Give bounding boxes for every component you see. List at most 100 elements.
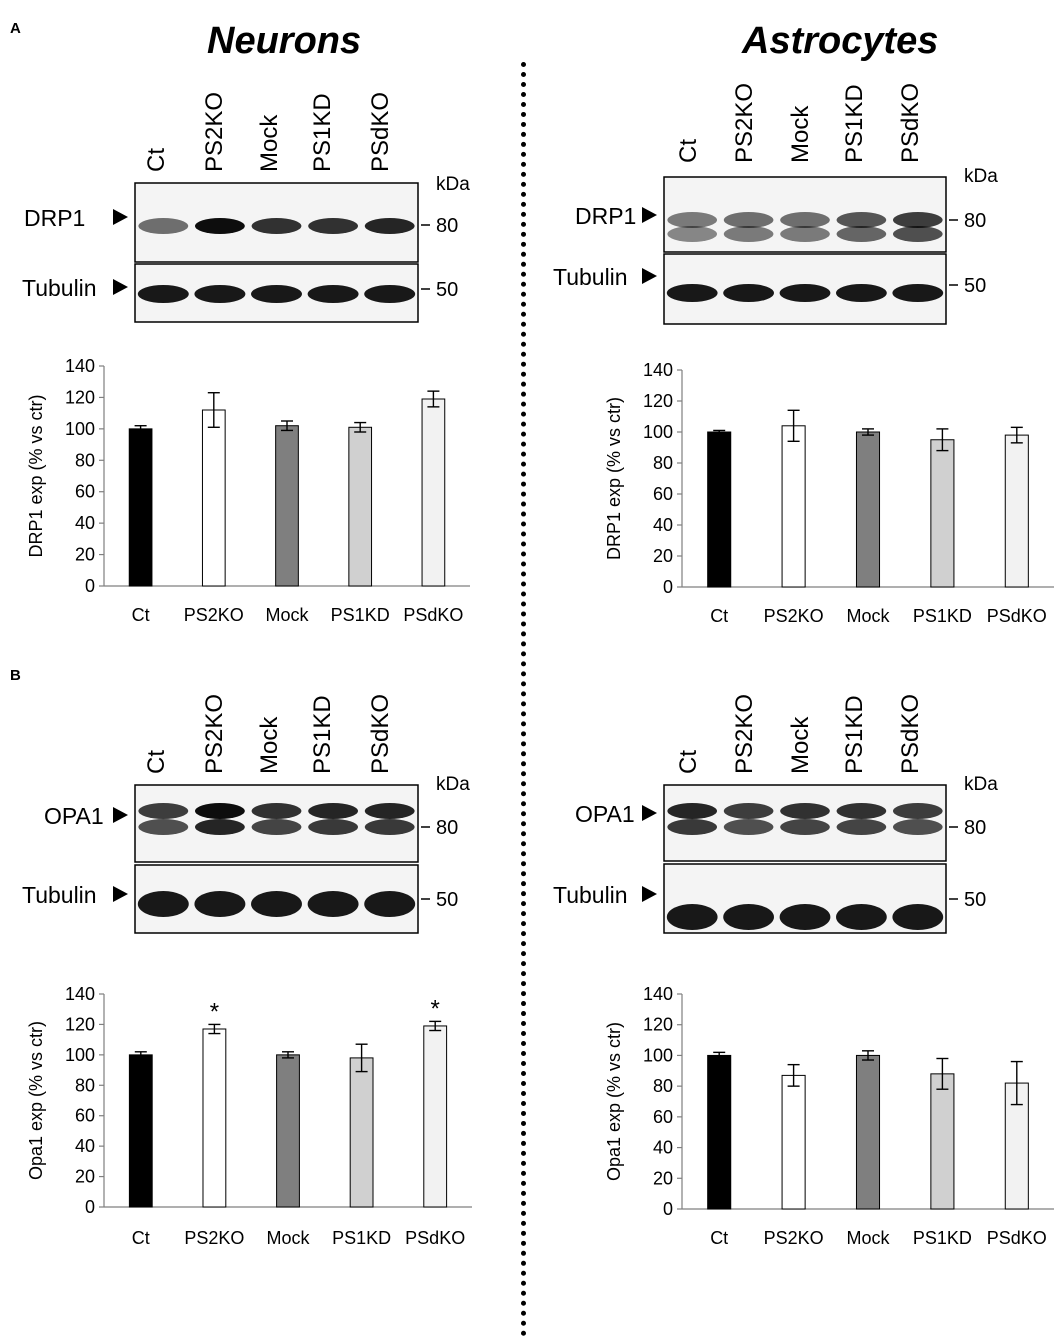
x-category-label: PSdKO	[403, 605, 463, 625]
x-category-label: Mock	[846, 606, 890, 626]
y-tick-label: 60	[75, 482, 95, 502]
bar	[930, 1073, 955, 1210]
blot-lane-label: PS1KD	[309, 93, 336, 172]
y-tick-label: 80	[653, 453, 673, 473]
y-axis-label: DRP1 exp (% vs ctr)	[26, 394, 46, 557]
x-category-label: Ct	[132, 1228, 150, 1248]
bar	[930, 439, 955, 588]
blot-band	[364, 819, 415, 835]
blot-band	[307, 891, 359, 917]
blot-band	[892, 284, 944, 302]
y-axis-label: Opa1 exp (% vs ctr)	[26, 1021, 46, 1180]
y-tick-label: 80	[75, 450, 95, 470]
y-tick-label: 80	[653, 1076, 673, 1096]
bar	[855, 431, 881, 588]
blot-band	[779, 284, 831, 302]
x-category-label: Ct	[710, 606, 728, 626]
x-category-label: PS2KO	[184, 1228, 244, 1248]
blot-band	[251, 803, 302, 819]
bar	[275, 425, 299, 587]
blot-band	[251, 285, 302, 303]
y-tick-label: 60	[75, 1106, 95, 1126]
x-category-label: PS1KD	[331, 605, 390, 625]
blot-lane-label: PSdKO	[367, 92, 394, 172]
y-tick-label: 0	[663, 577, 673, 597]
blot-band	[308, 218, 359, 234]
y-tick-label: 20	[653, 546, 673, 566]
bar	[349, 1057, 374, 1208]
blot-lane-label: PS2KO	[201, 694, 228, 774]
y-tick-label: 120	[643, 391, 673, 411]
y-tick-label: 140	[643, 984, 673, 1004]
x-category-label: PS2KO	[764, 606, 824, 626]
y-tick-label: 100	[65, 419, 95, 439]
header-astrocytes: Astrocytes	[742, 20, 939, 62]
blot-band	[194, 285, 246, 303]
blot-band	[836, 819, 887, 835]
bar	[276, 1054, 300, 1208]
blot-band	[666, 904, 718, 930]
blot-band	[137, 891, 189, 917]
blot-band	[892, 803, 943, 819]
x-category-label: PS2KO	[764, 1228, 824, 1248]
x-category-label: Mock	[265, 605, 309, 625]
bar	[348, 426, 373, 587]
blot-band	[194, 218, 245, 234]
x-category-label: Ct	[710, 1228, 728, 1248]
blot-band	[138, 819, 189, 835]
arrow-icon	[642, 805, 657, 821]
blot-band	[836, 904, 887, 930]
y-tick-label: 60	[653, 1107, 673, 1127]
bar	[781, 425, 806, 588]
arrow-icon	[642, 268, 657, 284]
y-tick-label: 0	[85, 1197, 95, 1217]
blot-band	[836, 226, 887, 242]
blot-band	[723, 284, 774, 302]
y-tick-label: 40	[653, 1138, 673, 1158]
blot-band	[836, 803, 887, 819]
marker-label: 50	[964, 889, 986, 911]
blot-band	[194, 803, 245, 819]
blot-lane-label: Ct	[675, 750, 702, 774]
marker-label: 80	[436, 215, 458, 237]
bar	[423, 1025, 448, 1208]
blot-band	[780, 212, 830, 228]
blot-lane-label: PS1KD	[841, 695, 868, 774]
y-tick-label: 120	[65, 1014, 95, 1034]
y-tick-label: 0	[85, 576, 95, 596]
blot-band	[666, 284, 718, 302]
kda-label: kDa	[964, 774, 998, 795]
y-tick-label: 40	[75, 1136, 95, 1156]
blot-lane-label: Ct	[675, 139, 702, 163]
blot-band	[780, 226, 830, 242]
marker-label: 50	[436, 889, 458, 911]
x-category-label: Mock	[266, 1228, 310, 1248]
y-tick-label: 140	[65, 984, 95, 1004]
x-category-label: PS1KD	[913, 1228, 972, 1248]
y-tick-label: 100	[643, 1045, 673, 1065]
bar	[202, 1028, 227, 1208]
blot-band	[667, 212, 718, 228]
y-tick-label: 20	[653, 1168, 673, 1188]
kda-label: kDa	[436, 774, 470, 795]
arrow-icon	[113, 886, 128, 902]
kda-label: kDa	[436, 174, 470, 195]
blot-band	[892, 226, 943, 242]
y-tick-label: 140	[65, 356, 95, 376]
blot-band	[137, 285, 189, 303]
blot-band	[194, 819, 245, 835]
panel-label-a: A	[10, 20, 21, 37]
blot-lane-label: Ct	[143, 148, 170, 172]
y-tick-label: 20	[75, 1167, 95, 1187]
y-tick-label: 0	[663, 1199, 673, 1219]
blot-band	[364, 891, 416, 917]
blot-band	[836, 212, 887, 228]
x-category-label: Mock	[846, 1228, 890, 1248]
y-axis-label: DRP1 exp (% vs ctr)	[604, 397, 624, 560]
marker-label: 80	[436, 817, 458, 839]
y-axis-label: Opa1 exp (% vs ctr)	[604, 1022, 624, 1181]
bar	[201, 409, 226, 587]
bar	[707, 431, 732, 588]
bar	[707, 1054, 732, 1210]
